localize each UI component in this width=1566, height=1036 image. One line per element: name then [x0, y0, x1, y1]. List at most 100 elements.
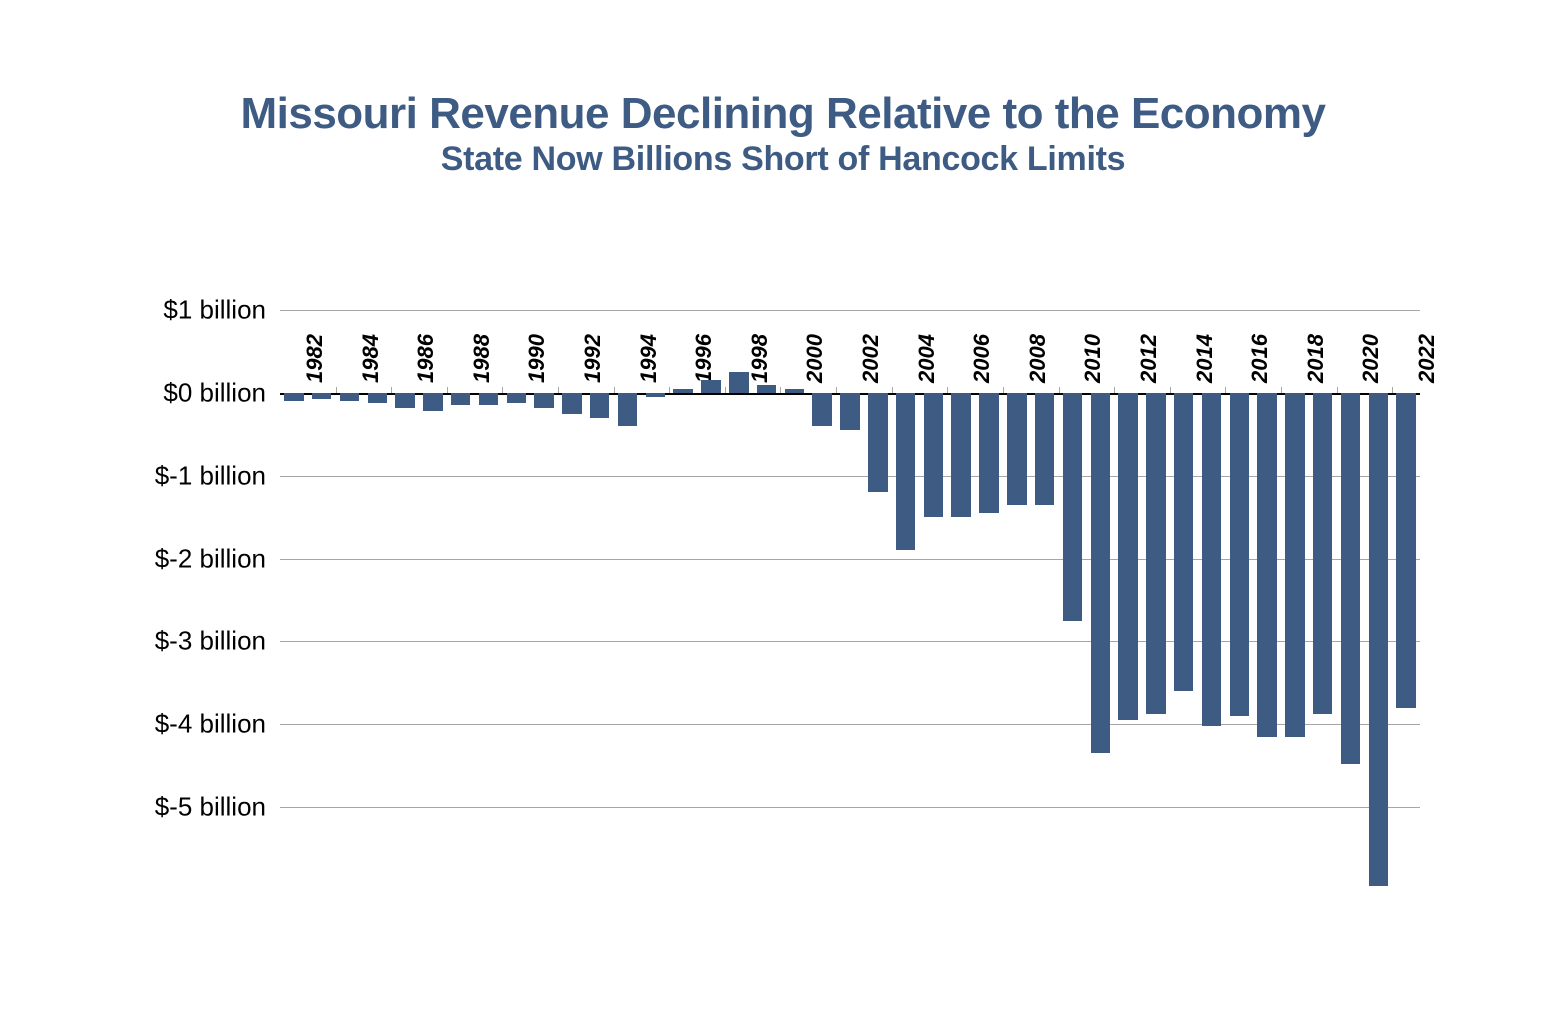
bar: [646, 393, 665, 397]
bar: [1257, 393, 1276, 737]
bar: [896, 393, 915, 550]
x-axis-label: 1992: [580, 334, 606, 383]
bar: [340, 393, 359, 401]
x-axis-label: 1996: [691, 334, 717, 383]
x-axis-label: 2008: [1025, 334, 1051, 383]
y-axis-label: $-4 billion: [155, 709, 266, 740]
x-axis-label: 1984: [358, 334, 384, 383]
bar: [562, 393, 581, 414]
x-tick: [1059, 387, 1060, 393]
x-tick: [502, 387, 503, 393]
bar: [423, 393, 442, 411]
bar: [1230, 393, 1249, 716]
bar: [1035, 393, 1054, 505]
bar: [701, 380, 720, 392]
bar: [729, 372, 748, 393]
bar: [757, 385, 776, 393]
x-axis-label: 1994: [636, 334, 662, 383]
x-axis-label: 2018: [1303, 334, 1329, 383]
bar: [1118, 393, 1137, 720]
grid-line: [280, 641, 1420, 642]
x-axis-label: 2016: [1247, 334, 1273, 383]
x-tick: [1114, 387, 1115, 393]
bar: [1146, 393, 1165, 714]
x-axis-label: 2004: [914, 334, 940, 383]
x-axis-label: 2000: [802, 334, 828, 383]
bar: [395, 393, 414, 408]
bar: [1285, 393, 1304, 737]
y-axis-label: $0 billion: [163, 377, 266, 408]
x-tick: [669, 387, 670, 393]
bar: [507, 393, 526, 403]
x-axis-label: 1990: [524, 334, 550, 383]
chart-subtitle: State Now Billions Short of Hancock Limi…: [0, 140, 1566, 179]
x-tick: [947, 387, 948, 393]
bar: [1396, 393, 1415, 708]
x-axis-label: 2010: [1080, 334, 1106, 383]
y-axis-label: $-5 billion: [155, 792, 266, 823]
bar: [673, 389, 692, 393]
grid-line: [280, 310, 1420, 311]
x-tick: [614, 387, 615, 393]
bar: [951, 393, 970, 517]
chart-title: Missouri Revenue Declining Relative to t…: [0, 90, 1566, 138]
bar: [1202, 393, 1221, 726]
x-axis-label: 1982: [302, 334, 328, 383]
bar: [368, 393, 387, 403]
x-tick: [1337, 387, 1338, 393]
x-tick: [558, 387, 559, 393]
grid-line: [280, 559, 1420, 560]
x-tick: [1281, 387, 1282, 393]
bar: [1091, 393, 1110, 753]
bar: [840, 393, 859, 430]
title-block: Missouri Revenue Declining Relative to t…: [0, 90, 1566, 179]
chart-container: Missouri Revenue Declining Relative to t…: [0, 0, 1566, 1036]
x-tick: [1170, 387, 1171, 393]
bar: [785, 389, 804, 393]
x-tick: [1392, 387, 1393, 393]
x-tick: [391, 387, 392, 393]
x-axis-label: 2014: [1192, 334, 1218, 383]
bar: [1313, 393, 1332, 714]
x-tick: [447, 387, 448, 393]
grid-line: [280, 724, 1420, 725]
bar: [534, 393, 553, 408]
x-axis-label: 2006: [969, 334, 995, 383]
y-axis-label: $1 billion: [163, 295, 266, 326]
y-axis-label: $-3 billion: [155, 626, 266, 657]
bar: [1174, 393, 1193, 691]
x-axis-label: 2002: [858, 334, 884, 383]
x-tick: [836, 387, 837, 393]
x-tick: [780, 387, 781, 393]
bar: [312, 393, 331, 400]
bar: [924, 393, 943, 517]
x-axis-label: 1986: [413, 334, 439, 383]
x-axis-label: 1998: [747, 334, 773, 383]
bar: [868, 393, 887, 492]
x-tick: [725, 387, 726, 393]
bar: [284, 393, 303, 401]
bar: [1369, 393, 1388, 886]
bar: [451, 393, 470, 405]
bar: [979, 393, 998, 513]
x-tick: [1003, 387, 1004, 393]
bar: [618, 393, 637, 426]
x-tick: [892, 387, 893, 393]
x-axis-label: 1988: [469, 334, 495, 383]
bar: [1063, 393, 1082, 621]
x-axis-label: 2012: [1136, 334, 1162, 383]
bar: [479, 393, 498, 405]
bar: [590, 393, 609, 418]
grid-line: [280, 476, 1420, 477]
x-axis-label: 2020: [1358, 334, 1384, 383]
bar: [1341, 393, 1360, 764]
x-axis-label: 2022: [1414, 334, 1440, 383]
grid-line: [280, 807, 1420, 808]
y-axis-label: $-1 billion: [155, 460, 266, 491]
x-tick: [1225, 387, 1226, 393]
y-axis-label: $-2 billion: [155, 543, 266, 574]
bar: [812, 393, 831, 426]
plot-area: $1 billion$0 billion$-1 billion$-2 billi…: [280, 310, 1420, 890]
bar: [1007, 393, 1026, 505]
x-tick: [336, 387, 337, 393]
